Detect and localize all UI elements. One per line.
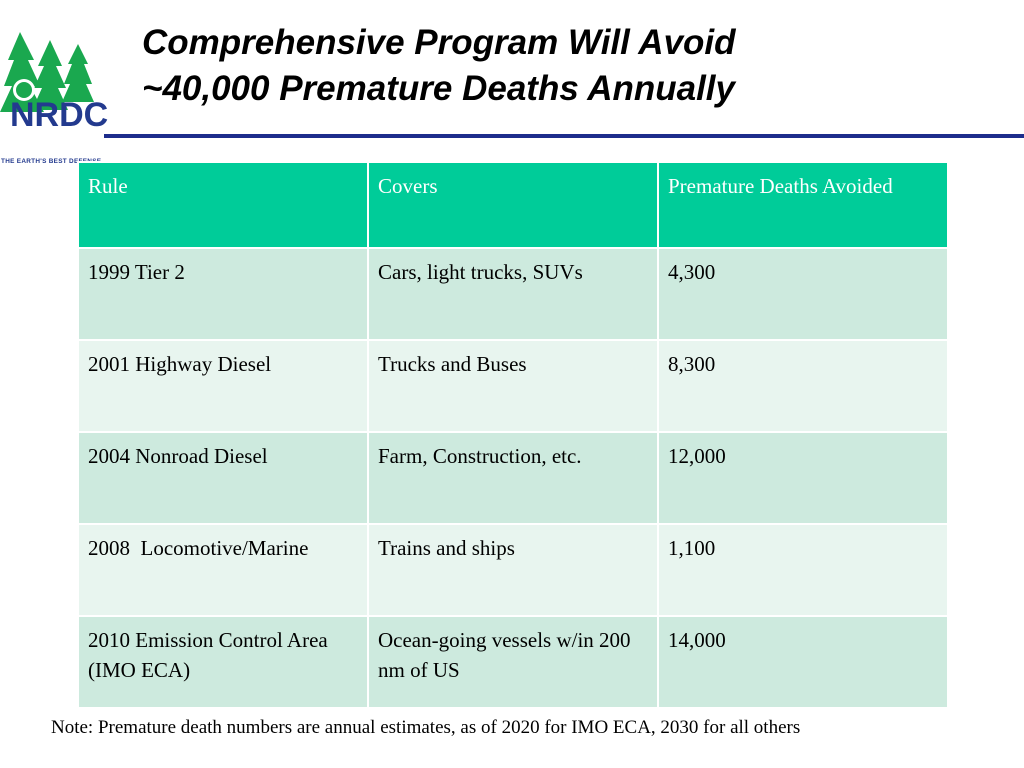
title-divider bbox=[104, 134, 1024, 138]
footnote: Note: Premature death numbers are annual… bbox=[51, 717, 801, 738]
deaths-cell: 1,100 bbox=[657, 523, 949, 617]
header-deaths-avoided: Premature Deaths Avoided bbox=[657, 161, 949, 249]
table-row: 2001 Highway Diesel Trucks and Buses 8,3… bbox=[77, 339, 949, 433]
table-row: 2004 Nonroad Diesel Farm, Construction, … bbox=[77, 431, 949, 525]
covers-cell: Cars, light trucks, SUVs bbox=[367, 247, 659, 341]
covers-cell: Ocean-going vessels w/in 200 nm of US bbox=[367, 615, 659, 709]
deaths-cell: 14,000 bbox=[657, 615, 949, 709]
rule-cell: 2001 Highway Diesel bbox=[77, 339, 369, 433]
header-rule: Rule bbox=[77, 161, 369, 249]
rule-cell: 2010 Emission Control Area (IMO ECA) bbox=[77, 615, 369, 709]
slide-title: Comprehensive Program Will Avoid ~40,000… bbox=[142, 20, 1002, 112]
title-line-2: ~40,000 Premature Deaths Annually bbox=[142, 69, 736, 108]
tree-logo-icon: NRDC bbox=[0, 32, 108, 130]
header-covers: Covers bbox=[367, 161, 659, 249]
deaths-cell: 12,000 bbox=[657, 431, 949, 525]
covers-cell: Trains and ships bbox=[367, 523, 659, 617]
logo-text: NRDC bbox=[10, 96, 108, 130]
deaths-cell: 4,300 bbox=[657, 247, 949, 341]
table-row: 1999 Tier 2 Cars, light trucks, SUVs 4,3… bbox=[77, 247, 949, 341]
rule-cell: 1999 Tier 2 bbox=[77, 247, 369, 341]
table-row: 2008 Locomotive/Marine Trains and ships … bbox=[77, 523, 949, 617]
logo-tagline: THE EARTH'S BEST DEFENSE bbox=[1, 158, 102, 165]
deaths-cell: 8,300 bbox=[657, 339, 949, 433]
rules-table: Rule Covers Premature Deaths Avoided 199… bbox=[77, 161, 949, 709]
covers-cell: Trucks and Buses bbox=[367, 339, 659, 433]
rule-cell: 2004 Nonroad Diesel bbox=[77, 431, 369, 525]
rule-cell: 2008 Locomotive/Marine bbox=[77, 523, 369, 617]
title-line-1: Comprehensive Program Will Avoid bbox=[142, 23, 736, 62]
table-row: 2010 Emission Control Area (IMO ECA) Oce… bbox=[77, 615, 949, 709]
covers-cell: Farm, Construction, etc. bbox=[367, 431, 659, 525]
table-header-row: Rule Covers Premature Deaths Avoided bbox=[77, 161, 949, 249]
nrdc-logo: NRDC THE EARTH'S BEST DEFENSE bbox=[0, 30, 112, 165]
